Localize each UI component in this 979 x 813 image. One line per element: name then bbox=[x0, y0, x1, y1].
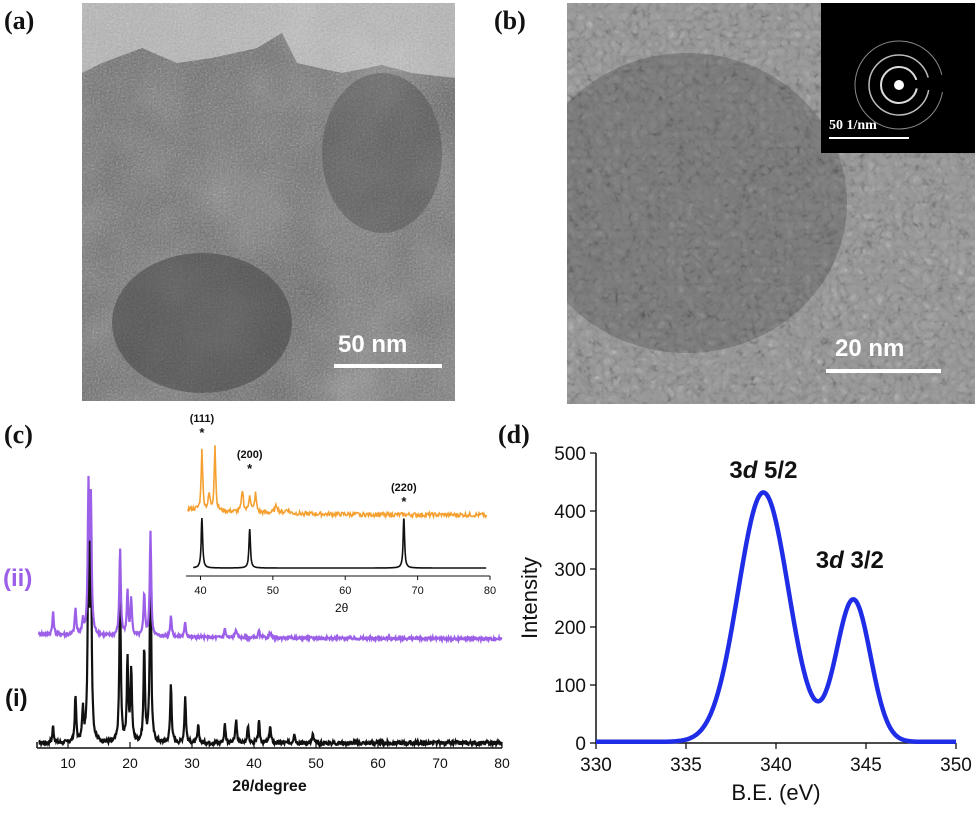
x-tick-label-c: 30 bbox=[184, 755, 200, 771]
saed-inset bbox=[821, 3, 975, 153]
scale-bar-b bbox=[826, 369, 941, 373]
x-axis-label-c: 2θ/degree bbox=[232, 778, 307, 795]
panel-b-label: (b) bbox=[494, 6, 526, 35]
xps-chart: 330 335 340 345 350 0 100 200 300 400 500 B.E. (eV)… bbox=[517, 444, 972, 805]
inset-x-tick-label: 70 bbox=[411, 585, 423, 597]
xrd-chart: 10 20 30 40 50 60 70 80 2θ/degree (i) (ii) 40 50 60 70… bbox=[3, 413, 510, 795]
inset-hkl-label: (220) bbox=[391, 482, 417, 494]
y-tick-label-d: 200 bbox=[554, 618, 586, 639]
scale-bar-label-a: 50 nm bbox=[338, 331, 408, 358]
inset-hkl-label: (111) bbox=[190, 413, 215, 425]
y-tick-label-d: 300 bbox=[554, 560, 586, 581]
x-tick-label-c: 50 bbox=[308, 755, 324, 771]
scale-bar-a bbox=[334, 364, 442, 368]
inset-peak-star: * bbox=[247, 461, 253, 476]
x-tick-label-c: 60 bbox=[370, 755, 386, 771]
x-tick-label-c: 80 bbox=[494, 755, 510, 771]
x-tick-label-c: 40 bbox=[246, 755, 262, 771]
panel-d-label: (d) bbox=[498, 420, 530, 449]
inset-peak-star: * bbox=[199, 425, 205, 440]
inset-hkl-label: (200) bbox=[237, 449, 263, 461]
y-tick-label-d: 400 bbox=[554, 502, 586, 523]
x-axis-label-d: B.E. (eV) bbox=[731, 780, 820, 805]
xrd-series-i bbox=[38, 512, 503, 749]
xps-peak-label: 3d 3/2 bbox=[816, 547, 884, 574]
inset-measured-line bbox=[186, 445, 488, 520]
series-label-ii: (ii) bbox=[3, 565, 32, 592]
saed-scale-bar bbox=[829, 137, 909, 139]
saed-scale-label: 50 1/nm bbox=[829, 118, 877, 133]
panel-c-label: (c) bbox=[4, 420, 33, 449]
x-tick-label-c: 70 bbox=[432, 755, 448, 771]
xps-peak-label: 3d 5/2 bbox=[729, 457, 797, 484]
x-tick-label-d: 330 bbox=[580, 755, 612, 776]
inset-x-tick-label: 60 bbox=[339, 585, 351, 597]
xrd-series-ii bbox=[37, 475, 503, 645]
x-tick-label-d: 345 bbox=[850, 755, 882, 776]
x-tick-label-c: 10 bbox=[60, 755, 76, 771]
inset-reference-line bbox=[193, 517, 487, 569]
x-tick-label-c: 20 bbox=[122, 755, 138, 771]
panel-a-label: (a) bbox=[4, 6, 35, 35]
xps-spectrum-line bbox=[596, 490, 956, 745]
series-label-i: (i) bbox=[5, 685, 28, 712]
tem-image-a bbox=[82, 3, 455, 401]
inset-x-tick-label: 40 bbox=[194, 585, 206, 597]
scale-bar-label-b: 20 nm bbox=[835, 335, 905, 362]
inset-x-tick-label: 50 bbox=[267, 585, 279, 597]
inset-peak-star: * bbox=[401, 494, 407, 509]
y-tick-label-d: 100 bbox=[554, 676, 586, 697]
y-axis-label-d: Intensity bbox=[517, 557, 542, 639]
x-tick-label-d: 340 bbox=[760, 755, 792, 776]
x-tick-label-d: 350 bbox=[940, 755, 972, 776]
tem-image-a-graphic bbox=[82, 3, 455, 401]
inset-x-tick-label: 80 bbox=[484, 585, 496, 597]
y-tick-label-d: 500 bbox=[554, 444, 586, 465]
saed-pattern bbox=[854, 40, 951, 130]
x-tick-label-d: 335 bbox=[670, 755, 702, 776]
y-tick-label-d: 0 bbox=[575, 734, 586, 755]
inset-x-axis-label: 2θ bbox=[335, 601, 349, 615]
